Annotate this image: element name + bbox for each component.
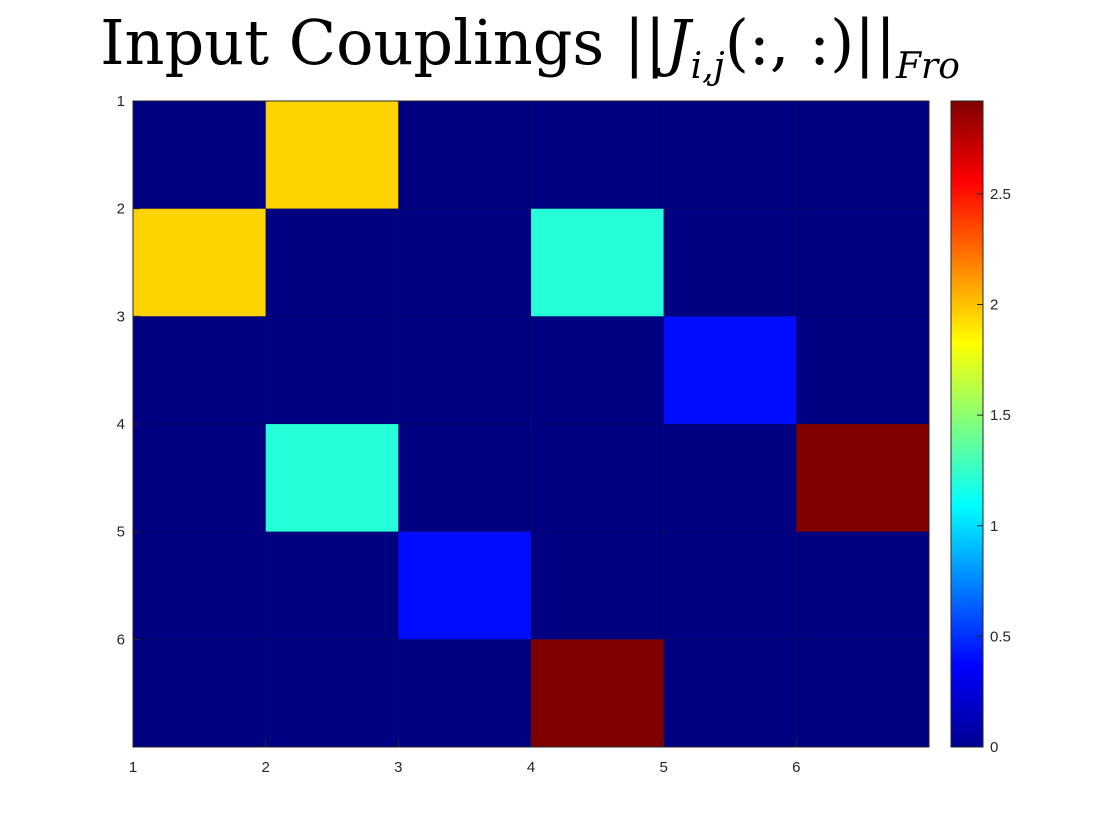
x-tick-label: 2	[261, 759, 269, 776]
y-axis: 1 2 3 4 5 6	[117, 93, 140, 648]
title-symbol: J	[665, 6, 691, 79]
title-subscript: i,j	[690, 46, 725, 87]
y-tick-label: 2	[117, 201, 125, 218]
heatmap-gridlines	[133, 101, 929, 747]
y-tick-label: 4	[117, 416, 125, 433]
colorbar-tick-label: 1	[990, 518, 998, 535]
heatmap-cell-r6-c2	[265, 639, 399, 748]
heatmap-cell-r5-c6	[796, 531, 930, 640]
heatmap-cell-r5-c2	[265, 531, 399, 640]
heatmap-cells	[133, 101, 930, 748]
heatmap-cell-r6-c6	[796, 639, 930, 748]
heatmap-cell-r3-c2	[265, 316, 399, 425]
heatmap-cell-r3-c4	[531, 316, 665, 425]
x-tick-label: 5	[659, 759, 667, 776]
heatmap-cell-r5-c5	[663, 531, 797, 640]
heatmap-cell-r6-c4	[531, 639, 665, 748]
x-axis: 1 2 3 4 5 6	[129, 740, 801, 776]
colorbar-tick-label: 0.5	[990, 628, 1011, 645]
x-tick-label: 3	[394, 759, 402, 776]
colorbar-bar	[950, 100, 984, 748]
heatmap-cell-r4-c4	[531, 424, 665, 533]
x-tick-label: 1	[129, 759, 137, 776]
title-norm-open: ||	[623, 6, 666, 79]
y-tick-label: 5	[117, 524, 125, 541]
heatmap-cell-r2-c5	[663, 208, 797, 317]
heatmap-cell-r4-c2	[265, 424, 399, 533]
heatmap-cell-r1-c5	[663, 101, 797, 210]
title-argument: (:, :)	[724, 6, 855, 79]
heatmap-cell-r3-c5	[663, 316, 797, 425]
heatmap-cell-r6-c3	[398, 639, 532, 748]
x-tick-label: 6	[792, 759, 800, 776]
colorbar: 0 0.5 1 1.5 2 2.5	[950, 100, 1011, 756]
heatmap-cell-r1-c6	[796, 101, 930, 210]
heatmap-cell-r1-c1	[133, 101, 267, 210]
heatmap-cell-r3-c3	[398, 316, 532, 425]
heatmap-cell-r5-c1	[133, 531, 267, 640]
colorbar-tick-label: 2	[990, 297, 998, 314]
y-tick-label: 3	[117, 308, 125, 325]
heatmap-cell-r2-c4	[531, 208, 665, 317]
title-prefix: Input Couplings	[100, 6, 624, 79]
heatmap-cell-r5-c3	[398, 531, 532, 640]
heatmap-cell-r4-c1	[133, 424, 267, 533]
heatmap-cell-r1-c2	[265, 101, 399, 210]
title-norm-subscript: Fro	[896, 46, 960, 87]
heatmap-cell-r4-c6	[796, 424, 930, 533]
title-norm-close: ||	[854, 6, 897, 79]
heatmap-cell-r1-c3	[398, 101, 532, 210]
heatmap-cell-r2-c2	[265, 208, 399, 317]
heatmap-cell-r3-c1	[133, 316, 267, 425]
chart-title: Input Couplings ||Ji,j(:, :)||Fro	[0, 2, 1060, 108]
colorbar-tick-label: 0	[990, 739, 998, 756]
heatmap-cell-r2-c1	[133, 208, 267, 317]
x-tick-label: 4	[527, 759, 535, 776]
colorbar-tick-label: 1.5	[990, 407, 1011, 424]
heatmap-cell-r5-c4	[531, 531, 665, 640]
y-tick-label: 1	[117, 93, 125, 110]
heatmap-cell-r2-c3	[398, 208, 532, 317]
colorbar-tick-label: 2.5	[990, 186, 1011, 203]
heatmap-cell-r1-c4	[531, 101, 665, 210]
heatmap-cell-r4-c3	[398, 424, 532, 533]
heatmap-cell-r3-c6	[796, 316, 930, 425]
heatmap-cell-r6-c1	[133, 639, 267, 748]
heatmap-cell-r6-c5	[663, 639, 797, 748]
heatmap-cell-r4-c5	[663, 424, 797, 533]
y-tick-label: 6	[117, 631, 125, 648]
heatmap-cell-r2-c6	[796, 208, 930, 317]
